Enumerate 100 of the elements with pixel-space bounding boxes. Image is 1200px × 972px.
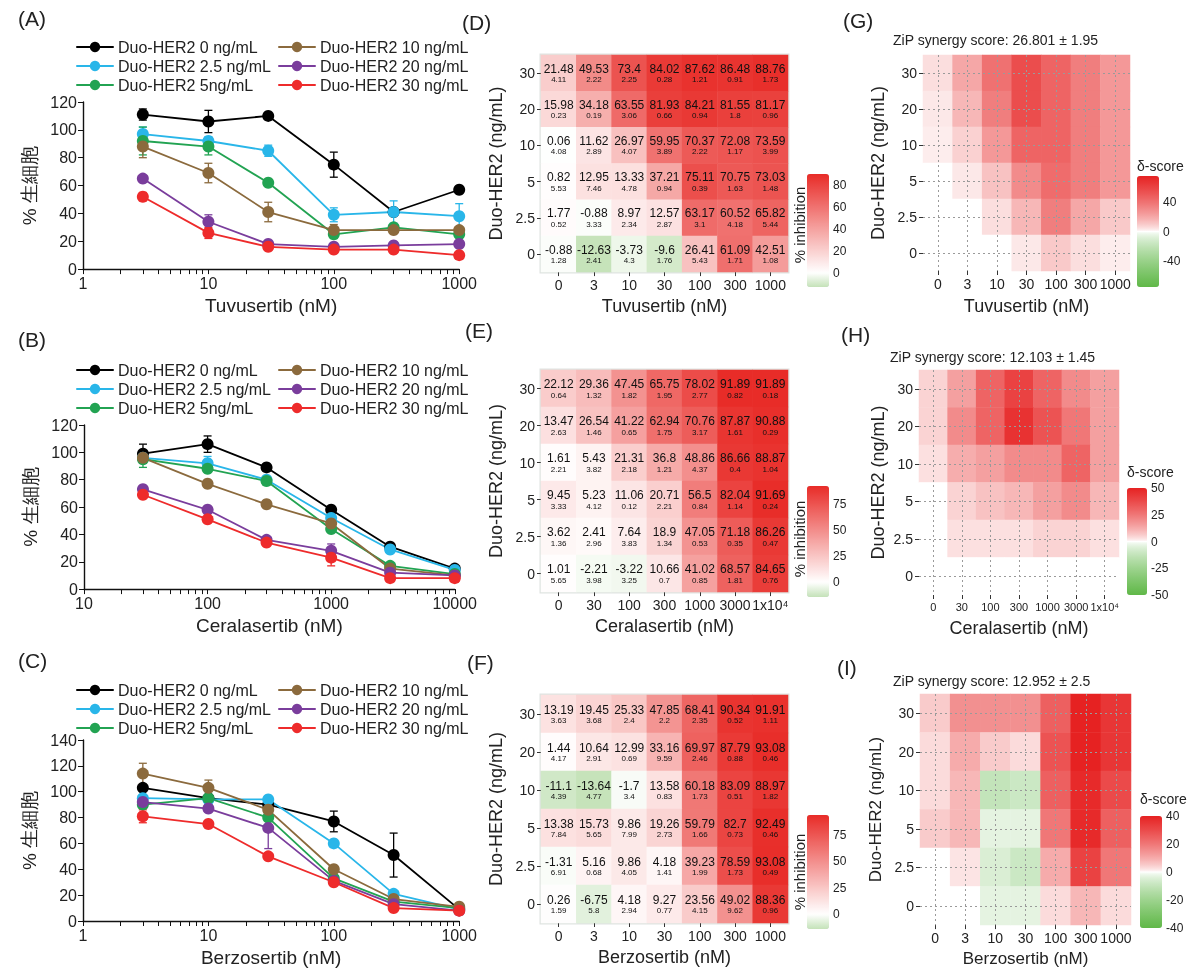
data-label: 86.26 0.47 (755, 525, 786, 548)
x-axis-title: Ceralasertib (nM) (949, 618, 1089, 638)
data-label: 13.38 7.84 (543, 816, 574, 839)
x-tick-label: 3 (590, 277, 599, 294)
data-label: 5.43 3.82 (582, 451, 606, 474)
y-tick-label: 2.5 (897, 209, 918, 225)
legend-label: Duo-HER2 20 ng/mL (320, 57, 469, 75)
y-tick-label: 0 (909, 245, 918, 261)
data-label: 9.27 0.77 (652, 892, 677, 915)
x-tick-label: 30 (955, 600, 968, 613)
chart-title: (I) (837, 656, 857, 679)
color-bar-label: -25 (1151, 561, 1169, 576)
data-label: 26.54 1.46 (578, 414, 610, 437)
color-bar-label: 25 (1151, 507, 1165, 522)
data-label: 60.18 1.73 (684, 778, 716, 801)
x-tick-label: 1000 (754, 277, 787, 294)
x-tick-label: 1000 (684, 597, 716, 614)
data-label: 88.87 1.04 (755, 451, 786, 474)
color-bar-label: 0 (1163, 224, 1170, 239)
y-tick-label: 30 (898, 705, 915, 722)
data-label: -1.7 3.4 (618, 778, 640, 801)
x-tick-label: 30 (1018, 276, 1035, 292)
color-bar-label: -20 (1166, 893, 1184, 907)
data-label: 9.86 4.05 (617, 854, 642, 877)
data-label: 92.49 0.46 (755, 816, 786, 839)
data-label: 4.18 2.94 (617, 892, 642, 915)
y-tick-label: 30 (519, 380, 536, 397)
data-label: 87.79 0.88 (720, 740, 751, 763)
data-label: 47.85 2.2 (649, 702, 680, 725)
legend-label: Duo-HER2 2.5 ng/mL (118, 700, 272, 718)
chart-title: (F) (467, 651, 494, 674)
color-bar-label: 25 (833, 549, 847, 564)
color-bar-label: 20 (1166, 837, 1180, 851)
x-tick-label: 3000 (719, 597, 751, 614)
data-label: 21.48 4.11 (543, 61, 574, 85)
chart-title: (H) (841, 323, 871, 346)
x-tick-label: 10 (987, 930, 1004, 947)
y-tick-label: 120 (50, 757, 78, 775)
data-label: 88.76 1.73 (755, 61, 786, 85)
data-label: 75.11 0.39 (685, 170, 715, 193)
x-tick-label: 10 (989, 276, 1005, 292)
data-label: 84.65 0.76 (755, 562, 786, 585)
x-axis-title: Ceralasertib (nM) (195, 615, 343, 636)
legend-label: Duo-HER2 10 ng/mL (320, 681, 469, 699)
x-axis-title: Tuvusertib (nM) (963, 296, 1090, 316)
data-label: 60.52 4.18 (720, 206, 751, 229)
data-label: 13.19 3.63 (543, 702, 574, 725)
x-tick-label: 1000 (754, 928, 787, 944)
data-label: 1.44 4.17 (546, 740, 571, 763)
y-tick-label: 120 (51, 416, 79, 434)
y-tick-label: 100 (50, 121, 78, 139)
y-tick-label: 20 (519, 417, 536, 434)
data-label: 87.62 1.21 (684, 61, 716, 85)
y-tick-label: 20 (519, 744, 536, 760)
x-tick-label: 100 (320, 274, 348, 292)
data-label: 22.12 0.64 (543, 377, 574, 400)
color-bar-label: 0 (833, 907, 840, 922)
y-tick-label: 80 (59, 149, 78, 167)
legend-label: Duo-HER2 20 ng/mL (320, 380, 469, 398)
data-label: 11.62 2.89 (579, 133, 609, 157)
x-tick-label: 300 (1009, 600, 1029, 613)
x-tick-label: 100 (1043, 930, 1068, 947)
data-label: -3.22 3.25 (615, 562, 644, 585)
data-label: 0.06 4.08 (546, 133, 571, 157)
legend-label: Duo-HER2 5ng/mL (118, 719, 254, 737)
y-tick-label: 2.5 (515, 528, 536, 545)
legend-label: Duo-HER2 30 ng/mL (320, 399, 469, 417)
x-tick-label: 0 (554, 597, 563, 614)
color-bar-label: 80 (833, 177, 847, 192)
data-label: 81.55 1.8 (720, 97, 751, 121)
color-bar-label: 75 (833, 828, 847, 843)
data-label: 10.64 2.91 (578, 740, 610, 763)
color-bar-label: 40 (1166, 809, 1180, 823)
chart-title: (D) (462, 11, 492, 34)
data-label: 12.57 2.87 (649, 206, 680, 229)
data-label: 5.16 0.68 (582, 854, 606, 877)
data-label: 81.93 0.66 (649, 97, 680, 121)
legend-label: Duo-HER2 0 ng/mL (118, 38, 258, 56)
x-tick-label: 1 (78, 926, 88, 944)
data-label: 56.5 0.84 (688, 488, 712, 511)
color-bar-label: 60 (833, 199, 847, 214)
x-tick-label: 30 (586, 597, 602, 614)
data-label: 70.37 2.22 (684, 133, 716, 157)
color-bar-label: 40 (1163, 194, 1177, 209)
data-label: 39.23 1.99 (684, 854, 716, 877)
x-tick-label: 1000 (441, 926, 478, 944)
x-tick-label: 100 (320, 926, 348, 944)
y-tick-label: 40 (60, 525, 79, 543)
data-label: 15.98 0.23 (543, 97, 574, 121)
x-tick-label: 1000 (1100, 930, 1132, 947)
y-tick-label: 5 (527, 173, 536, 190)
data-label: 36.8 1.21 (652, 451, 677, 474)
legend-label: Duo-HER2 30 ng/mL (320, 76, 469, 94)
data-label: 15.73 5.65 (578, 816, 610, 839)
data-label: 61.09 1.71 (720, 242, 751, 266)
chart-title: (G) (843, 9, 874, 32)
data-label: 81.17 0.96 (755, 97, 786, 121)
data-label: 0.82 5.53 (546, 170, 571, 193)
legend-label: Duo-HER2 10 ng/mL (320, 361, 469, 379)
data-label: 49.02 9.62 (720, 892, 751, 915)
